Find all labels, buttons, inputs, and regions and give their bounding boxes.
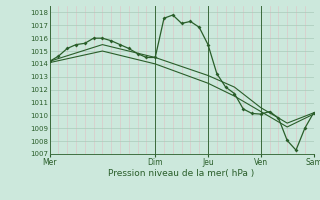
X-axis label: Pression niveau de la mer( hPa ): Pression niveau de la mer( hPa ) <box>108 169 255 178</box>
